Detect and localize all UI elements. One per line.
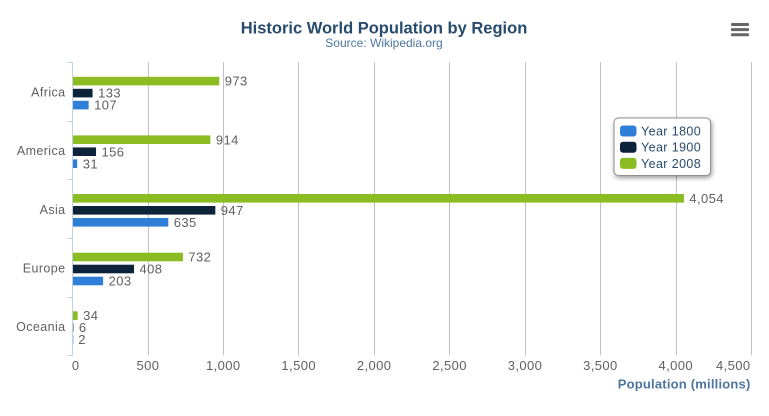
svg-text:4,054: 4,054 — [689, 191, 724, 206]
svg-text:Africa: Africa — [31, 86, 65, 100]
svg-text:34: 34 — [83, 308, 98, 323]
svg-text:Historic World Population by R: Historic World Population by Region — [241, 20, 528, 38]
svg-text:914: 914 — [216, 132, 239, 147]
svg-text:Year 1800: Year 1800 — [641, 125, 701, 139]
svg-text:732: 732 — [188, 250, 211, 265]
svg-text:31: 31 — [83, 156, 98, 171]
svg-text:Source: Wikipedia.org: Source: Wikipedia.org — [325, 36, 442, 50]
svg-text:635: 635 — [174, 215, 197, 230]
svg-text:4,000: 4,000 — [659, 358, 694, 373]
svg-text:2: 2 — [78, 332, 86, 347]
svg-text:Oceania: Oceania — [16, 320, 65, 334]
svg-text:973: 973 — [225, 74, 248, 89]
svg-text:America: America — [17, 144, 66, 158]
svg-text:1,500: 1,500 — [281, 358, 316, 373]
svg-text:156: 156 — [102, 144, 125, 159]
svg-text:Asia: Asia — [40, 203, 66, 217]
svg-text:3,500: 3,500 — [583, 358, 618, 373]
svg-text:3,000: 3,000 — [508, 358, 543, 373]
svg-text:408: 408 — [140, 262, 163, 277]
svg-text:0: 0 — [72, 358, 79, 373]
svg-text:107: 107 — [94, 98, 117, 113]
svg-text:203: 203 — [109, 274, 132, 289]
svg-text:500: 500 — [136, 358, 159, 373]
svg-text:Year 2008: Year 2008 — [641, 157, 701, 171]
svg-text:2,000: 2,000 — [357, 358, 392, 373]
svg-text:4,500: 4,500 — [716, 358, 751, 373]
svg-text:6: 6 — [79, 320, 87, 335]
svg-text:2,500: 2,500 — [432, 358, 467, 373]
svg-text:133: 133 — [98, 86, 121, 101]
svg-text:Population (millions): Population (millions) — [618, 377, 751, 392]
svg-text:1,000: 1,000 — [206, 358, 241, 373]
svg-text:Europe: Europe — [23, 262, 66, 276]
svg-text:Year 1900: Year 1900 — [641, 141, 701, 155]
svg-text:947: 947 — [221, 203, 244, 218]
